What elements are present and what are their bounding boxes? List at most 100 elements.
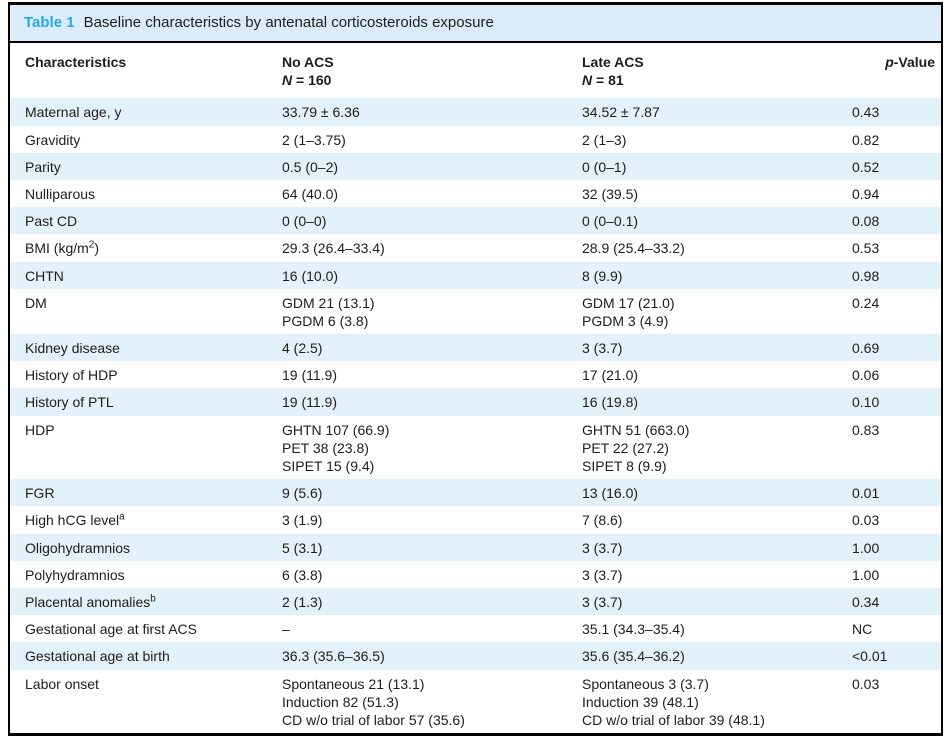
cell-line: 0 (0–0)	[282, 213, 327, 230]
table-number: Table 1	[24, 14, 75, 31]
table-row: DM GDM 21 (13.1) PGDM 6 (3.8) GDM 17 (21.0)…	[10, 289, 941, 334]
cell-line: 17 (21.0)	[582, 367, 639, 384]
cell-line: 13 (16.0)	[582, 485, 639, 502]
no-acs-cell: 36.3 (35.6–36.5)	[282, 642, 582, 670]
characteristic-cell: HDP	[25, 421, 55, 438]
characteristic-cell: Nulliparous	[25, 185, 96, 202]
p-value-cell: 0.98	[852, 261, 941, 289]
no-acs-cell: GDM 21 (13.1) PGDM 6 (3.8)	[282, 289, 582, 334]
characteristic-cell: Parity	[10, 152, 282, 180]
cell-line: 2 (1.3)	[282, 593, 323, 610]
no-acs-cell: 16 (10.0)	[282, 261, 582, 289]
table-caption: Table 1 Baseline characteristics by anten…	[10, 5, 941, 43]
cell-line: 3 (3.7)	[582, 593, 623, 610]
late-acs-cell: 3 (3.7)	[582, 334, 852, 362]
characteristic-cell: Placental anomaliesb	[10, 587, 282, 616]
cell-line: Spontaneous 3 (3.7)	[582, 675, 709, 692]
table-row: Gravidity 2 (1–3.75) 2 (1–3) 0.82	[10, 126, 941, 153]
cell-line: 34.52 ± 7.87	[582, 104, 660, 121]
cell-line: Spontaneous 21 (13.1)	[282, 675, 425, 692]
cell-line: 36.3 (35.6–36.5)	[282, 648, 385, 665]
p-value-cell: 0.52	[852, 152, 941, 180]
col-header-p-value: p-Value	[852, 43, 941, 98]
late-acs-cell: 16 (19.8)	[582, 388, 852, 416]
col-header-no-acs-n: N = 160	[282, 72, 332, 89]
no-acs-cell: 2 (1–3.75)	[282, 126, 582, 153]
cell-line: 2 (1–3)	[582, 131, 627, 148]
characteristic-cell: FGR	[10, 479, 282, 507]
characteristic-cell: Gestational age at birth	[10, 642, 282, 670]
baseline-characteristics-table: Table 1 Baseline characteristics by anten…	[8, 2, 943, 737]
cell-line: 9 (5.6)	[282, 485, 323, 502]
no-acs-cell: 2 (1.3)	[282, 587, 582, 616]
table-head: Characteristics No ACS N = 160 Late ACS …	[10, 43, 941, 98]
p-value-cell: 0.43	[852, 98, 941, 126]
late-acs-cell: 35.6 (35.4–36.2)	[582, 642, 852, 670]
late-acs-cell: GHTN 51 (663.0) PET 22 (27.2) SIPET 8 (9.9…	[582, 416, 852, 480]
cell-line: CD w/o trial of labor 57 (35.6)	[282, 711, 465, 728]
cell-line: GHTN 107 (66.9)	[282, 421, 390, 438]
col-header-p-value-label: p-Value	[885, 54, 935, 70]
late-acs-cell: GDM 17 (21.0) PGDM 3 (4.9)	[582, 289, 852, 334]
cell-line: 2 (1–3.75)	[282, 131, 346, 148]
characteristic-cell: Oligohydramnios	[10, 533, 282, 561]
p-value-cell: 1.00	[852, 566, 880, 583]
late-acs-cell: 0 (0–1)	[582, 152, 852, 180]
table-row: HDP GHTN 107 (66.9) PET 38 (23.8) SIPET 15 …	[10, 416, 941, 480]
cell-line: 19 (11.9)	[282, 394, 337, 411]
p-value-cell: 0.24	[852, 294, 880, 311]
table-row: CHTN 16 (10.0) 8 (9.9) 0.98	[10, 261, 941, 289]
late-acs-cell: 34.52 ± 7.87	[582, 98, 852, 126]
cell-line: 28.9 (25.4–33.2)	[582, 240, 685, 257]
late-acs-cell: 28.9 (25.4–33.2)	[582, 234, 852, 261]
table-row: Oligohydramnios 5 (3.1) 3 (3.7) 1.00	[10, 533, 941, 561]
late-acs-cell: 3 (3.7)	[582, 587, 852, 616]
characteristic-cell: Kidney disease	[10, 334, 282, 362]
characteristic-cell: Gravidity	[25, 131, 81, 148]
table-row: Gestational age at birth 36.3 (35.6–36.5)…	[10, 642, 941, 670]
characteristic-cell: History of HDP	[25, 367, 118, 384]
cell-line: Induction 82 (51.3)	[282, 693, 399, 710]
cell-line: –	[282, 621, 290, 638]
cell-line: PET 38 (23.8)	[282, 439, 369, 456]
late-acs-cell: 17 (21.0)	[582, 361, 852, 388]
characteristic-cell: Labor onset	[25, 675, 99, 692]
no-acs-cell: 29.3 (26.4–33.4)	[282, 234, 582, 261]
cell-line: 19 (11.9)	[282, 367, 337, 384]
cell-line: 33.79 ± 6.36	[282, 104, 360, 121]
late-acs-cell: Spontaneous 3 (3.7) Induction 39 (48.1) CD…	[582, 670, 852, 734]
cell-line: 3 (3.7)	[582, 566, 623, 583]
footnote-marker: a	[119, 511, 125, 523]
late-acs-cell: 8 (9.9)	[582, 261, 852, 289]
cell-line: 32 (39.5)	[582, 185, 639, 202]
p-value-cell: 0.03	[852, 675, 880, 692]
table-row: History of HDP 19 (11.9) 17 (21.0) 0.06	[10, 361, 941, 388]
cell-line: SIPET 8 (9.9)	[582, 458, 667, 474]
table-title: Baseline characteristics by antenatal co…	[83, 14, 494, 31]
late-acs-cell: 35.1 (34.3–35.4)	[582, 615, 852, 642]
table-row: Parity 0.5 (0–2) 0 (0–1) 0.52	[10, 152, 941, 180]
cell-line: 0 (0–1)	[582, 158, 627, 175]
cell-line: 35.1 (34.3–35.4)	[582, 621, 685, 638]
cell-line: Induction 39 (48.1)	[582, 693, 699, 710]
characteristic-cell: CHTN	[10, 261, 282, 289]
p-value-cell: 0.01	[852, 479, 941, 507]
cell-line: 0 (0–0.1)	[582, 213, 639, 230]
data-table: Characteristics No ACS N = 160 Late ACS …	[10, 43, 941, 733]
cell-line: GDM 21 (13.1)	[282, 294, 375, 311]
p-value-cell: 0.06	[852, 367, 880, 384]
cell-line: 35.6 (35.4–36.2)	[582, 648, 685, 665]
cell-line: 6 (3.8)	[282, 566, 323, 583]
no-acs-cell: 64 (40.0)	[282, 180, 582, 207]
cell-line: SIPET 15 (9.4)	[282, 458, 375, 474]
no-acs-cell: GHTN 107 (66.9) PET 38 (23.8) SIPET 15 (9.…	[282, 416, 582, 480]
col-header-no-acs: No ACS N = 160	[282, 43, 582, 98]
p-value-cell: 0.69	[852, 334, 941, 362]
cell-line: 8 (9.9)	[582, 267, 623, 284]
table-row: BMI (kg/m2) 29.3 (26.4–33.4) 28.9 (25.4–33…	[10, 234, 941, 261]
footnote-marker: 2	[88, 239, 95, 251]
cell-line: 0.5 (0–2)	[282, 158, 339, 175]
cell-line: 64 (40.0)	[282, 185, 339, 202]
table-row: History of PTL 19 (11.9) 16 (19.8) 0.10	[10, 388, 941, 416]
no-acs-cell: 3 (1.9)	[282, 506, 582, 533]
